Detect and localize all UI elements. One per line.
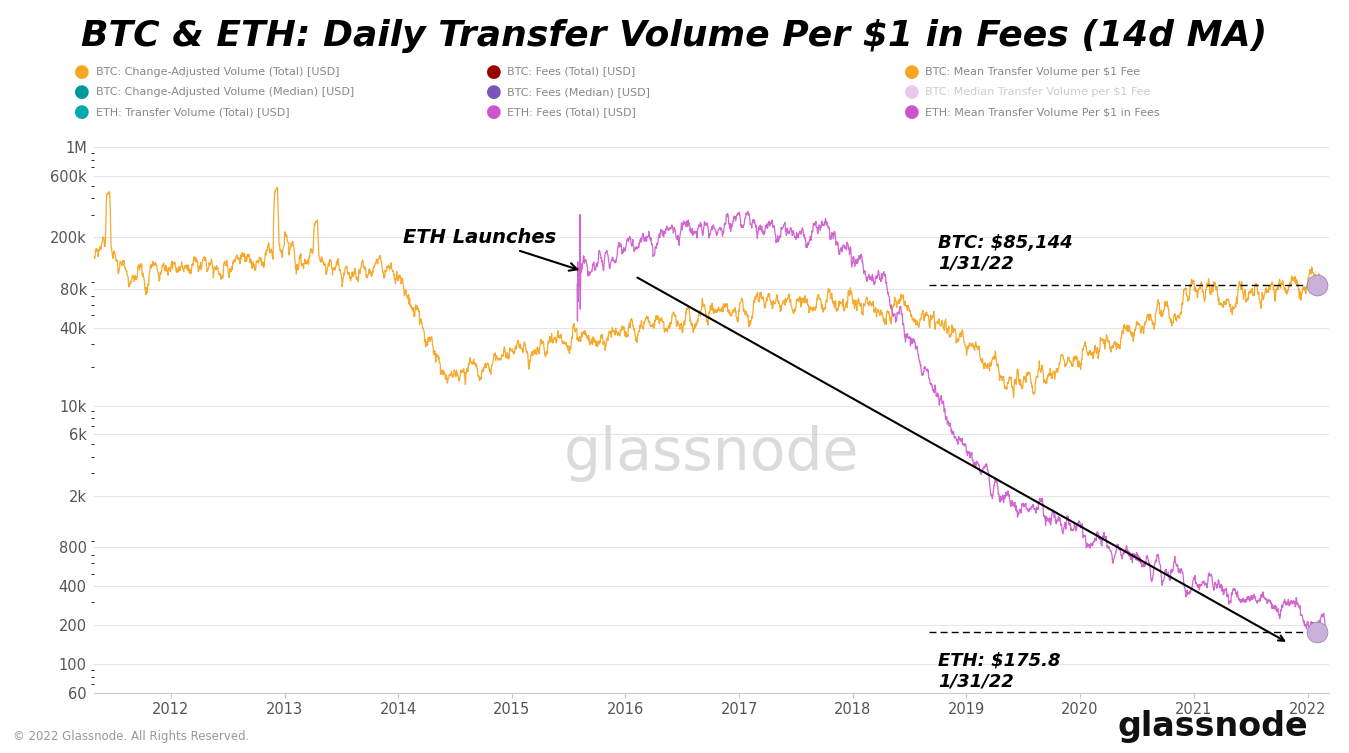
Text: ●: ● xyxy=(486,62,502,81)
Text: ETH: Fees (Total) [USD]: ETH: Fees (Total) [USD] xyxy=(507,107,637,117)
Text: ●: ● xyxy=(904,103,920,121)
Text: BTC: Fees (Median) [USD]: BTC: Fees (Median) [USD] xyxy=(507,87,650,97)
Text: ●: ● xyxy=(904,62,920,81)
Text: ETH: Mean Transfer Volume Per $1 in Fees: ETH: Mean Transfer Volume Per $1 in Fees xyxy=(925,107,1160,117)
Text: BTC: $85,144
1/31/22: BTC: $85,144 1/31/22 xyxy=(938,233,1072,273)
Text: ●: ● xyxy=(904,83,920,101)
Text: BTC: Change-Adjusted Volume (Total) [USD]: BTC: Change-Adjusted Volume (Total) [USD… xyxy=(96,66,340,77)
Text: ETH: Transfer Volume (Total) [USD]: ETH: Transfer Volume (Total) [USD] xyxy=(96,107,290,117)
Text: BTC: Median Transfer Volume per $1 Fee: BTC: Median Transfer Volume per $1 Fee xyxy=(925,87,1151,97)
Text: ETH Launches: ETH Launches xyxy=(402,228,577,270)
Text: BTC & ETH: Daily Transfer Volume Per $1 in Fees (14d MA): BTC & ETH: Daily Transfer Volume Per $1 … xyxy=(81,19,1268,53)
Text: glassnode: glassnode xyxy=(1118,710,1309,743)
Text: BTC: Fees (Total) [USD]: BTC: Fees (Total) [USD] xyxy=(507,66,635,77)
Text: © 2022 Glassnode. All Rights Reserved.: © 2022 Glassnode. All Rights Reserved. xyxy=(13,730,250,743)
Text: ●: ● xyxy=(486,103,502,121)
Text: ●: ● xyxy=(74,83,90,101)
Text: BTC: Mean Transfer Volume per $1 Fee: BTC: Mean Transfer Volume per $1 Fee xyxy=(925,66,1140,77)
Text: glassnode: glassnode xyxy=(564,425,859,483)
Text: ETH: $175.8
1/31/22: ETH: $175.8 1/31/22 xyxy=(938,652,1060,691)
Text: BTC: Change-Adjusted Volume (Median) [USD]: BTC: Change-Adjusted Volume (Median) [US… xyxy=(96,87,353,97)
Text: ●: ● xyxy=(74,62,90,81)
Text: ●: ● xyxy=(486,83,502,101)
Text: ●: ● xyxy=(74,103,90,121)
